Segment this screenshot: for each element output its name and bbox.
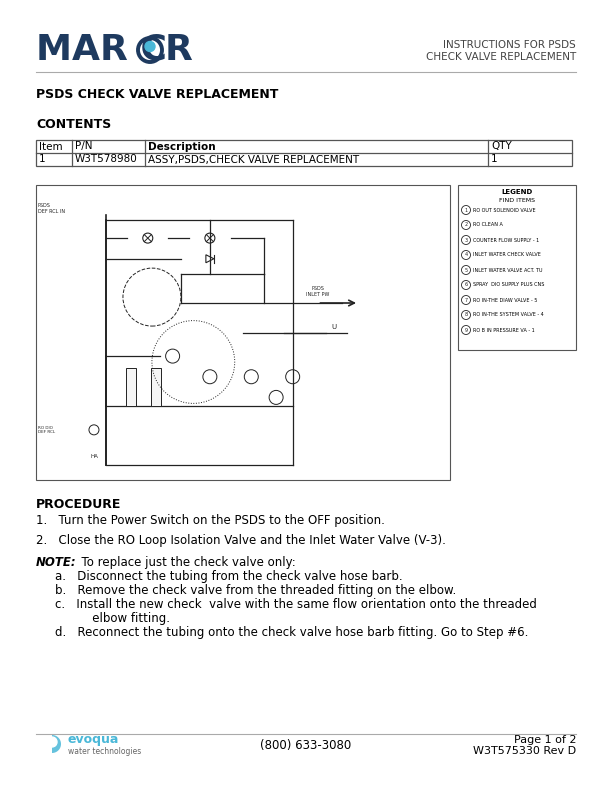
Text: INSTRUCTIONS FOR PSDS: INSTRUCTIONS FOR PSDS xyxy=(443,40,576,50)
Text: To replace just the check valve only:: To replace just the check valve only: xyxy=(74,556,296,569)
Text: U: U xyxy=(332,324,337,329)
Text: FIND ITEMS: FIND ITEMS xyxy=(499,197,535,203)
Circle shape xyxy=(47,737,57,747)
Text: 2: 2 xyxy=(465,223,468,227)
Text: W3T575330 Rev D: W3T575330 Rev D xyxy=(473,746,576,756)
Text: 6: 6 xyxy=(465,283,468,287)
Text: 2.   Close the RO Loop Isolation Valve and the Inlet Water Valve (V-3).: 2. Close the RO Loop Isolation Valve and… xyxy=(36,534,446,547)
Text: d.   Reconnect the tubing onto the check valve hose barb fitting. Go to Step #6.: d. Reconnect the tubing onto the check v… xyxy=(55,626,528,639)
Circle shape xyxy=(145,41,155,51)
Text: HA: HA xyxy=(90,454,98,459)
Text: 7: 7 xyxy=(465,298,468,303)
Text: CHECK VALVE REPLACEMENT: CHECK VALVE REPLACEMENT xyxy=(426,52,576,62)
Text: Description: Description xyxy=(148,142,215,151)
Text: RO B IN PRESSURE VA - 1: RO B IN PRESSURE VA - 1 xyxy=(473,328,535,333)
Text: R: R xyxy=(165,33,193,67)
Text: RO OUT SOLENOID VALVE: RO OUT SOLENOID VALVE xyxy=(473,208,536,212)
Text: PSDS
DEF RCL IN: PSDS DEF RCL IN xyxy=(38,204,65,214)
Text: PSDS CHECK VALVE REPLACEMENT: PSDS CHECK VALVE REPLACEMENT xyxy=(36,89,278,101)
Text: PSDS
INLET PW: PSDS INLET PW xyxy=(306,286,329,297)
Text: NOTE:: NOTE: xyxy=(36,556,76,569)
Text: 9: 9 xyxy=(465,328,468,333)
Text: 1: 1 xyxy=(491,154,498,165)
Bar xyxy=(126,368,136,406)
Text: PROCEDURE: PROCEDURE xyxy=(36,498,121,511)
Bar xyxy=(36,185,450,480)
Bar xyxy=(458,185,576,350)
Text: b.   Remove the check valve from the threaded fitting on the elbow.: b. Remove the check valve from the threa… xyxy=(55,584,457,597)
Text: a.   Disconnect the tubing from the check valve hose barb.: a. Disconnect the tubing from the check … xyxy=(55,570,403,583)
Text: 1: 1 xyxy=(465,208,468,212)
Text: ASSY,PSDS,CHECK VALVE REPLACEMENT: ASSY,PSDS,CHECK VALVE REPLACEMENT xyxy=(148,154,359,165)
Text: INLET WATER CHECK VALVE: INLET WATER CHECK VALVE xyxy=(473,253,541,257)
Text: elbow fitting.: elbow fitting. xyxy=(66,612,170,625)
Text: P/N: P/N xyxy=(75,142,92,151)
Text: 4: 4 xyxy=(465,253,468,257)
Bar xyxy=(151,368,161,406)
Text: (800) 633-3080: (800) 633-3080 xyxy=(260,740,352,752)
Text: LEGEND: LEGEND xyxy=(501,189,532,195)
Text: RO DIO
DEF RCL: RO DIO DEF RCL xyxy=(38,425,55,434)
Text: water technologies: water technologies xyxy=(68,747,141,756)
Text: 8: 8 xyxy=(465,313,468,318)
Bar xyxy=(36,140,572,166)
Polygon shape xyxy=(52,735,61,758)
Text: evoqua: evoqua xyxy=(68,733,119,747)
Text: RO CLEAN A: RO CLEAN A xyxy=(473,223,503,227)
Text: Page 1 of 2: Page 1 of 2 xyxy=(513,735,576,745)
Text: Item: Item xyxy=(39,142,62,151)
Text: 1.   Turn the Power Switch on the PSDS to the OFF position.: 1. Turn the Power Switch on the PSDS to … xyxy=(36,514,385,527)
Text: SPRAY  DIO SUPPLY PLUS CNS: SPRAY DIO SUPPLY PLUS CNS xyxy=(473,283,545,287)
Text: MAR C: MAR C xyxy=(36,33,167,67)
Text: c.   Install the new check  valve with the same flow orientation onto the thread: c. Install the new check valve with the … xyxy=(55,598,537,611)
Text: INLET WATER VALVE ACT. TU: INLET WATER VALVE ACT. TU xyxy=(473,268,542,272)
Text: CONTENTS: CONTENTS xyxy=(36,119,111,131)
Text: RO IN-THE SYSTEM VALVE - 4: RO IN-THE SYSTEM VALVE - 4 xyxy=(473,313,543,318)
Text: RO IN-THE DIAW VALVE - 5: RO IN-THE DIAW VALVE - 5 xyxy=(473,298,537,303)
Text: 5: 5 xyxy=(465,268,468,272)
Text: QTY: QTY xyxy=(491,142,512,151)
Text: 3: 3 xyxy=(465,238,468,242)
Text: W3T578980: W3T578980 xyxy=(75,154,138,165)
Text: 1: 1 xyxy=(39,154,46,165)
Text: COUNTER FLOW SUPPLY - 1: COUNTER FLOW SUPPLY - 1 xyxy=(473,238,539,242)
